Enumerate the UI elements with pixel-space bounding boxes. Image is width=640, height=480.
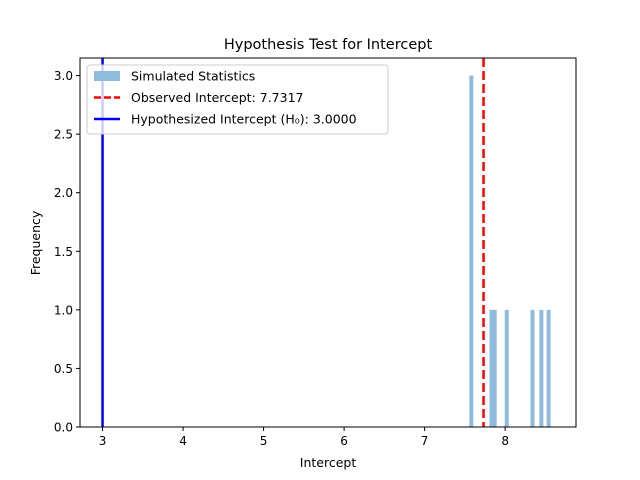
legend-swatch-simulated xyxy=(94,71,120,81)
legend-label: Simulated Statistics xyxy=(131,69,255,84)
histogram-bar-0 xyxy=(469,75,474,428)
x-axis-ticks: 3 4 5 6 7 8 xyxy=(99,427,509,448)
legend-label: Observed Intercept: 7.7317 xyxy=(131,90,304,105)
y-tick-label: 1.0 xyxy=(54,303,73,317)
legend-box xyxy=(86,64,389,135)
x-tick-label: 8 xyxy=(501,434,509,448)
bars-group xyxy=(469,75,551,428)
y-tick-label: 0.0 xyxy=(54,421,73,435)
y-tick-label: 2.5 xyxy=(54,128,73,142)
legend-label: Hypothesized Intercept (H₀): 3.0000 xyxy=(131,112,357,127)
x-axis-label: Intercept xyxy=(300,455,357,470)
x-tick-label: 4 xyxy=(179,434,187,448)
y-tick-label: 2.0 xyxy=(54,186,73,200)
x-tick-label: 6 xyxy=(340,434,348,448)
histogram-bar-6 xyxy=(546,309,551,427)
legend: Simulated Statistics Observed Intercept: … xyxy=(86,64,389,135)
plot-frame xyxy=(79,57,577,428)
y-axis-label: Frequency xyxy=(28,210,43,275)
histogram-bar-3 xyxy=(504,309,509,427)
x-tick-label: 7 xyxy=(421,434,429,448)
histogram-bar-1 xyxy=(489,309,494,427)
chart-title: Hypothesis Test for Intercept xyxy=(224,37,433,53)
y-tick-label: 0.5 xyxy=(54,362,73,376)
histogram-bar-2 xyxy=(492,309,497,427)
x-tick-label: 3 xyxy=(99,434,107,448)
y-tick-label: 1.5 xyxy=(54,245,73,259)
y-tick-label: 3.0 xyxy=(54,69,73,83)
histogram-bar-4 xyxy=(530,309,535,427)
y-axis-ticks: 0.0 0.5 1.0 1.5 2.0 2.5 3.0 xyxy=(54,69,80,435)
x-tick-label: 5 xyxy=(260,434,268,448)
histogram-bar-5 xyxy=(539,309,544,427)
